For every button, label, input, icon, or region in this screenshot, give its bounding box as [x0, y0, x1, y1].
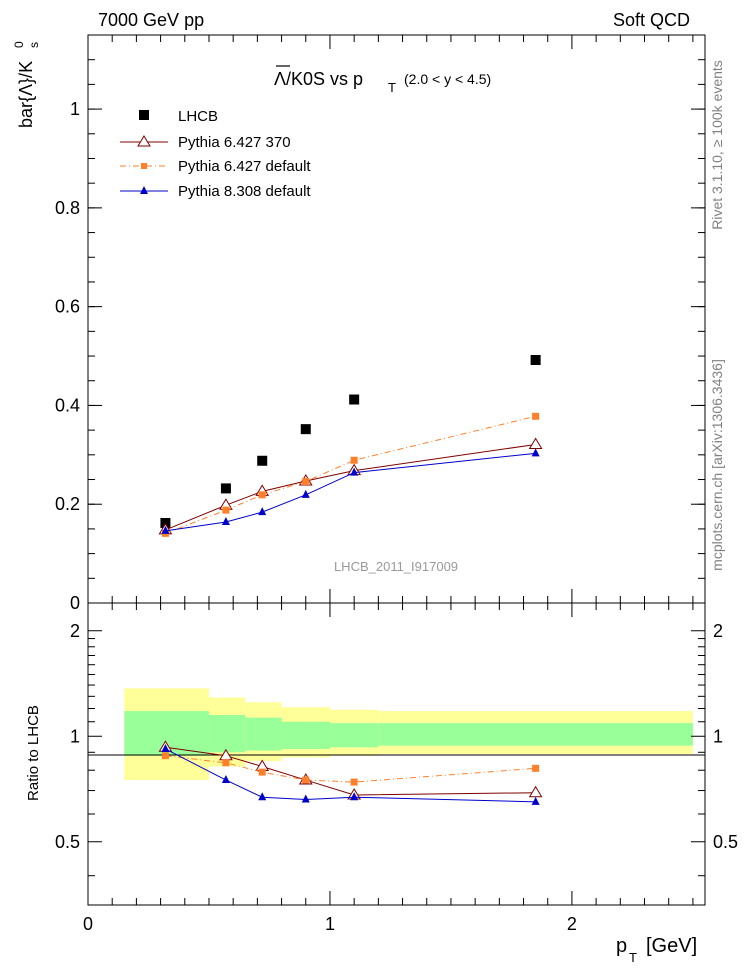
legend-marker-p6-default — [141, 163, 147, 169]
title-sub: T — [388, 80, 396, 95]
ratio-point-p8_def-2 — [258, 792, 267, 801]
ratio-point-p6_def-5 — [532, 764, 540, 772]
analysis-id: LHCB_2011_I917009 — [334, 559, 458, 574]
xtick-label-2: 2 — [567, 914, 577, 934]
main-ytick-label-2: 0.4 — [55, 395, 80, 415]
main-point-p8_def-0 — [161, 525, 170, 534]
main-ytick-label-1: 0.2 — [55, 494, 80, 514]
main-point-lhcb-5 — [530, 354, 541, 365]
y-axis-label: bar{Λ}/K 0 s — [12, 41, 41, 128]
ratio-ytick-label-right-2: 2 — [713, 621, 723, 641]
ratio-point-p8_def-0 — [161, 743, 170, 752]
ratio-point-p6_def-2 — [258, 768, 266, 776]
ratio-ytick-label-1: 1 — [70, 726, 80, 746]
ratio-ytick-label-2: 2 — [70, 621, 80, 641]
title-range: (2.0 < y < 4.5) — [404, 71, 491, 87]
ratio-point-p6_def-3 — [302, 776, 310, 784]
band-inner-1 — [208, 714, 246, 753]
legend-marker-lhcb — [139, 110, 149, 120]
ratio-y-label: Ratio to LHCB — [25, 705, 42, 801]
plot-title: Λ/K0S vs p T (2.0 < y < 4.5) — [274, 65, 491, 95]
ratio-line-p8_def — [165, 748, 536, 803]
y-label-sup: 0 — [12, 41, 26, 48]
main-point-lhcb-3 — [300, 424, 311, 435]
main-line-p6_def — [165, 415, 536, 534]
main-series — [158, 354, 543, 537]
main-point-lhcb-1 — [220, 483, 231, 494]
xtick-label-1: 1 — [325, 914, 335, 934]
ratio-point-p8_def-4 — [350, 792, 359, 801]
ratio-bands — [124, 688, 693, 781]
main-ytick-label-0: 0 — [70, 593, 80, 613]
main-point-lhcb-2 — [257, 455, 268, 466]
x-label-text: p — [616, 935, 627, 957]
category-label: Soft QCD — [613, 10, 690, 30]
ratio-ytick-label-0: 0.5 — [55, 832, 80, 852]
ratio-ytick-label-right-1: 1 — [713, 726, 723, 746]
source-label: mcplots.cern.ch [arXiv:1306.3436] — [709, 359, 725, 571]
main-point-p6_def-1 — [222, 506, 230, 514]
legend-marker-p6-370 — [137, 135, 151, 147]
rivet-label: Rivet 3.1.10, ≥ 100k events — [709, 60, 725, 230]
main-ytick-label-5: 1 — [70, 99, 80, 119]
xtick-label-0: 0 — [83, 914, 93, 934]
main-point-p6_def-4 — [350, 456, 358, 464]
main-ytick-label-4: 0.8 — [55, 198, 80, 218]
ratio-point-p8_def-3 — [301, 794, 310, 803]
x-label-sub: T — [629, 950, 637, 965]
ratio-point-p6_def-4 — [350, 778, 358, 786]
ratio-point-p8_def-5 — [531, 796, 540, 805]
legend: LHCB Pythia 6.427 370 Pythia 6.427 defau… — [120, 108, 311, 200]
main-point-p6_370-5 — [528, 437, 543, 449]
x-label-unit: [GeV] — [646, 935, 697, 957]
ratio-point-p6_def-0 — [161, 752, 169, 760]
band-inner-3 — [281, 721, 330, 749]
legend-label-lhcb: LHCB — [178, 108, 218, 125]
ratio-line-p6_def — [165, 755, 536, 783]
legend-marker-p8-default — [140, 186, 148, 194]
energy-label: 7000 GeV pp — [98, 10, 204, 30]
ratio-ytick-label-right-0: 0.5 — [713, 832, 738, 852]
ratio-plot-frame — [87, 602, 706, 906]
legend-label-p6-default: Pythia 6.427 default — [178, 158, 311, 175]
ratio-point-p6_def-1 — [222, 759, 230, 767]
main-point-p6_def-5 — [532, 412, 540, 420]
main-point-p6_def-2 — [258, 491, 266, 499]
title-main: Λ/K0S vs p — [274, 69, 363, 89]
ratio-point-p6_370-5 — [528, 785, 543, 798]
main-point-p8_def-3 — [301, 489, 310, 498]
main-line-p6_370 — [165, 443, 536, 531]
y-label-text: bar{Λ}/K — [16, 61, 36, 128]
ratio-line-p6_370 — [165, 746, 536, 796]
ratio-point-p8_def-1 — [221, 775, 230, 784]
legend-label-p6-370: Pythia 6.427 370 — [178, 134, 291, 151]
main-point-p8_def-1 — [221, 516, 230, 525]
band-inner-5 — [378, 723, 693, 746]
main-ytick-label-3: 0.6 — [55, 297, 80, 317]
main-point-p8_def-5 — [531, 448, 540, 457]
main-line-p8_def — [165, 452, 536, 532]
y-label-sub: s — [27, 42, 41, 48]
main-point-p6_def-3 — [302, 477, 310, 485]
main-point-lhcb-4 — [349, 394, 360, 405]
axis-ticks: 0 0.2 0.4 0.6 0.8 1 0 1 2 0.5 0.5 1 1 2 2 — [55, 35, 738, 934]
x-axis-label: p T [GeV] — [616, 935, 697, 965]
legend-label-p8-default: Pythia 8.308 default — [178, 183, 311, 200]
main-point-p8_def-4 — [350, 467, 359, 476]
main-point-p8_def-2 — [258, 507, 267, 516]
band-inner-2 — [245, 717, 282, 751]
band-inner-4 — [329, 723, 379, 748]
ratio-series — [158, 740, 543, 805]
